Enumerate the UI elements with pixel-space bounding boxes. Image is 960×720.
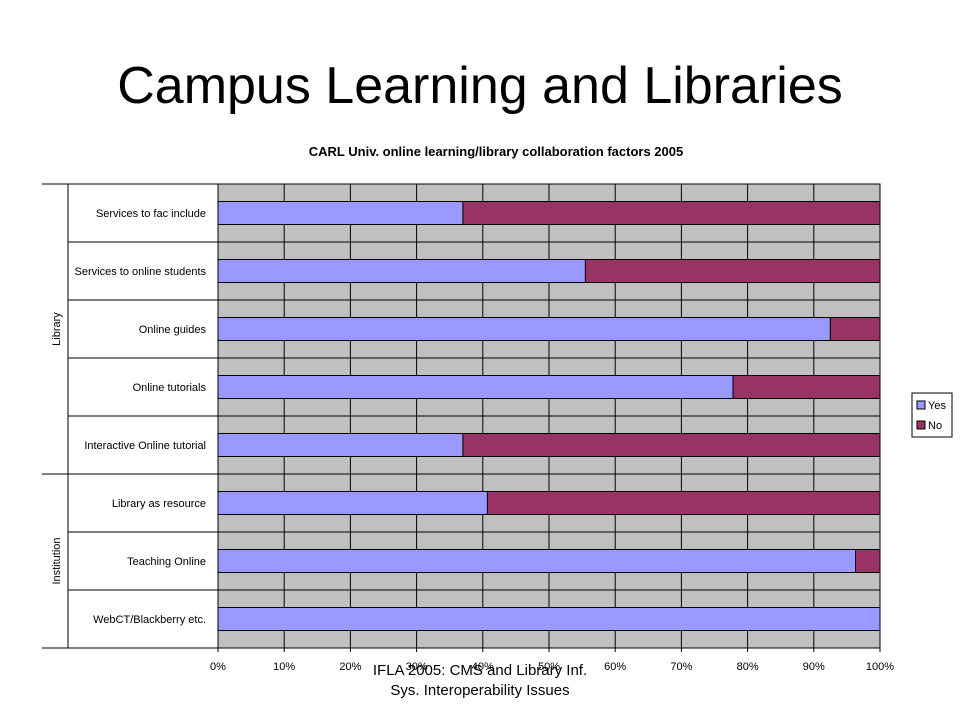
legend: Yes No <box>911 392 953 438</box>
y-axis: Services to fac include Services to onlin… <box>42 183 219 649</box>
x-tick-label: 100% <box>866 661 894 673</box>
plot-area <box>217 183 881 649</box>
legend-label-no: No <box>928 420 942 432</box>
bar-yes-6 <box>217 549 857 573</box>
legend-swatch-no <box>916 420 926 430</box>
bar-no-0 <box>462 201 881 225</box>
x-tick-label: 10% <box>273 661 295 673</box>
bar-no-2 <box>829 317 881 341</box>
bar-yes-7 <box>217 607 881 631</box>
x-axis: 0% 10% 20% 30% 40% 50% 60% 70% 80% 90% 100% <box>210 648 894 673</box>
bar-no-4 <box>462 433 881 457</box>
x-tick-label: 60% <box>604 661 626 673</box>
category-label: Online guides <box>139 324 207 336</box>
legend-swatch-yes <box>916 400 926 410</box>
chart-title: CARL Univ. online learning/library colla… <box>309 144 683 159</box>
slide-footer: IFLA 2005: CMS and Library Inf. Sys. Int… <box>0 661 960 701</box>
bar-yes-5 <box>217 491 488 515</box>
x-tick-label: 30% <box>406 661 428 673</box>
category-label: Library as resource <box>112 498 206 510</box>
bar-no-3 <box>732 375 881 399</box>
bar-yes-0 <box>217 201 464 225</box>
legend-box <box>911 392 953 438</box>
x-tick-label: 40% <box>472 661 494 673</box>
bar-yes-1 <box>217 259 586 283</box>
x-tick-label: 90% <box>803 661 825 673</box>
bar-yes-2 <box>217 317 831 341</box>
category-label: Interactive Online tutorial <box>84 440 206 452</box>
slide-title: Campus Learning and Libraries <box>117 57 843 115</box>
bar-no-6 <box>855 549 881 573</box>
group-label: Library <box>51 312 63 346</box>
group-label: Institution <box>51 537 63 584</box>
legend-label-yes: Yes <box>928 400 946 412</box>
category-label: Services to fac include <box>96 208 206 220</box>
footer-line-1: IFLA 2005: CMS and Library Inf. <box>372 662 588 679</box>
x-tick-label: 50% <box>538 661 560 673</box>
category-label: Online tutorials <box>133 382 207 394</box>
footer-line-2: Sys. Interoperability Issues <box>390 682 570 699</box>
x-tick-label: 0% <box>210 661 226 673</box>
x-tick-label: 20% <box>339 661 361 673</box>
bar-no-1 <box>584 259 881 283</box>
bar-yes-3 <box>217 375 734 399</box>
category-label: Services to online students <box>75 266 207 278</box>
bar-yes-4 <box>217 433 464 457</box>
bar-no-5 <box>486 491 881 515</box>
x-tick-label: 80% <box>737 661 759 673</box>
category-label: WebCT/Blackberry etc. <box>93 614 206 626</box>
category-label: Teaching Online <box>127 556 206 568</box>
x-tick-label: 70% <box>670 661 692 673</box>
